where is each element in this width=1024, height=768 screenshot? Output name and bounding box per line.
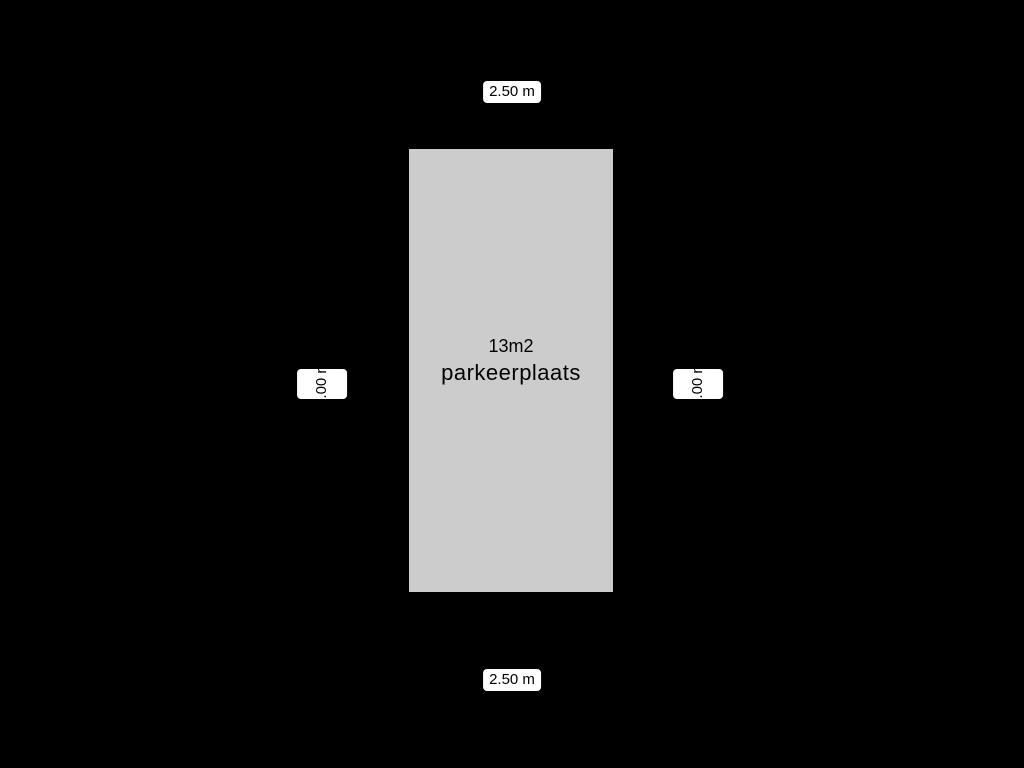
floorplan-canvas: 13m2 parkeerplaats 2.50 m 2.50 m 5.00 m … xyxy=(0,0,1024,768)
plot-name-label: parkeerplaats xyxy=(441,360,581,386)
dimension-bottom-value: 2.50 m xyxy=(489,671,535,688)
dimension-bottom: 2.50 m xyxy=(483,669,541,691)
parking-plot-rect: 13m2 parkeerplaats xyxy=(408,148,614,593)
dimension-right: 5.00 m xyxy=(673,369,723,399)
plot-area-label: 13m2 xyxy=(488,336,533,357)
dimension-left: 5.00 m xyxy=(297,369,347,399)
dimension-top-value: 2.50 m xyxy=(489,83,535,100)
dimension-left-value: 5.00 m xyxy=(313,361,331,407)
dimension-top: 2.50 m xyxy=(483,81,541,103)
dimension-right-value: 5.00 m xyxy=(689,361,707,407)
